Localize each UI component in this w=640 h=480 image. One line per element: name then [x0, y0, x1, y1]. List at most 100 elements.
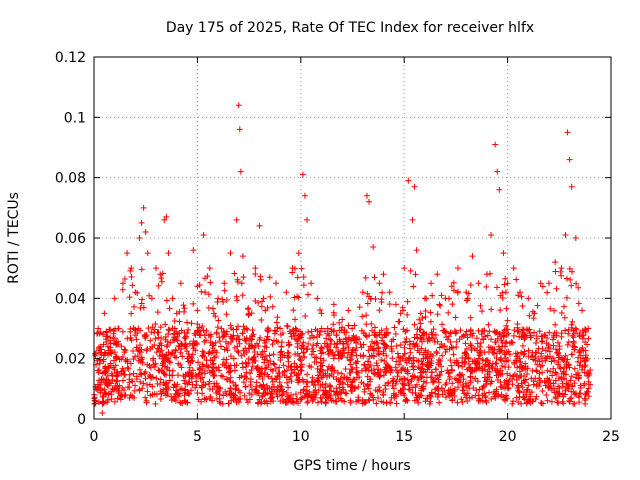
- noise-point: [108, 350, 115, 357]
- noise-point: [567, 377, 574, 384]
- noise-point: [330, 321, 337, 328]
- noise-point: [331, 327, 338, 334]
- noise-point: [206, 378, 213, 385]
- noise-point: [316, 331, 323, 338]
- noise-point: [283, 367, 290, 374]
- noise-point: [401, 350, 408, 357]
- x-tick-label: 0: [90, 429, 99, 445]
- noise-point: [488, 395, 495, 402]
- data-point: [246, 310, 253, 317]
- noise-point: [353, 334, 360, 341]
- noise-point: [162, 382, 169, 389]
- noise-point: [342, 344, 349, 351]
- noise-point: [449, 380, 456, 387]
- noise-point: [396, 361, 403, 368]
- data-point: [169, 295, 176, 302]
- noise-point: [417, 320, 424, 327]
- noise-point: [201, 395, 208, 402]
- noise-point: [383, 399, 390, 406]
- noise-point: [581, 369, 588, 376]
- noise-point: [504, 326, 511, 333]
- data-point: [107, 340, 114, 347]
- noise-point: [322, 380, 329, 387]
- data-point: [558, 265, 565, 272]
- noise-point: [293, 326, 300, 333]
- noise-point: [157, 381, 164, 388]
- data-point: [115, 325, 122, 332]
- noise-point: [568, 282, 575, 289]
- noise-point: [166, 327, 173, 334]
- noise-point: [327, 346, 334, 353]
- noise-point: [304, 399, 311, 406]
- noise-point: [476, 386, 483, 393]
- noise-point: [582, 400, 589, 407]
- noise-point: [249, 343, 256, 350]
- noise-point: [330, 397, 337, 404]
- noise-point: [198, 288, 205, 295]
- noise-point: [297, 357, 304, 364]
- noise-point: [195, 371, 202, 378]
- noise-point: [172, 390, 179, 397]
- noise-point: [239, 360, 246, 367]
- noise-point: [317, 355, 324, 362]
- noise-point: [428, 360, 435, 367]
- noise-point: [121, 276, 128, 283]
- noise-point: [482, 357, 489, 364]
- noise-point: [493, 386, 500, 393]
- noise-point: [199, 390, 206, 397]
- noise-point: [467, 341, 474, 348]
- noise-point: [219, 373, 226, 380]
- noise-point: [171, 352, 178, 359]
- data-point: [227, 250, 234, 257]
- noise-point: [228, 335, 235, 342]
- noise-point: [336, 378, 343, 385]
- noise-point: [287, 373, 294, 380]
- noise-point: [233, 399, 240, 406]
- noise-point: [453, 338, 460, 345]
- noise-point: [247, 335, 254, 342]
- noise-point: [130, 325, 137, 332]
- data-point: [463, 289, 470, 296]
- noise-point: [340, 345, 347, 352]
- noise-point: [388, 394, 395, 401]
- noise-point: [323, 335, 330, 342]
- noise-point: [539, 338, 546, 345]
- noise-point: [277, 349, 284, 356]
- noise-point: [333, 385, 340, 392]
- noise-point: [509, 400, 516, 407]
- noise-point: [177, 349, 184, 356]
- data-point: [448, 283, 455, 290]
- noise-point: [247, 381, 254, 388]
- noise-point: [492, 395, 499, 402]
- noise-point: [225, 400, 232, 407]
- noise-point: [284, 349, 291, 356]
- noise-point: [541, 378, 548, 385]
- noise-point: [258, 317, 265, 324]
- noise-point: [503, 305, 510, 312]
- noise-point: [392, 331, 399, 338]
- noise-point: [137, 370, 144, 377]
- noise-point: [422, 347, 429, 354]
- noise-point: [382, 385, 389, 392]
- noise-point: [464, 297, 471, 304]
- noise-point: [401, 344, 408, 351]
- noise-point: [378, 356, 385, 363]
- noise-point: [375, 344, 382, 351]
- data-point: [366, 198, 373, 205]
- noise-point: [411, 321, 418, 328]
- noise-point: [519, 384, 526, 391]
- noise-point: [221, 332, 228, 339]
- noise-point: [569, 332, 576, 339]
- noise-point: [196, 366, 203, 373]
- noise-point: [521, 333, 528, 340]
- noise-point: [552, 395, 559, 402]
- y-tick-label: 0.1: [64, 110, 86, 126]
- noise-point: [393, 358, 400, 365]
- noise-point: [117, 396, 124, 403]
- noise-point: [336, 319, 343, 326]
- noise-point: [152, 335, 159, 342]
- noise-point: [447, 329, 454, 336]
- noise-point: [511, 327, 518, 334]
- noise-point: [295, 377, 302, 384]
- noise-point: [519, 303, 526, 310]
